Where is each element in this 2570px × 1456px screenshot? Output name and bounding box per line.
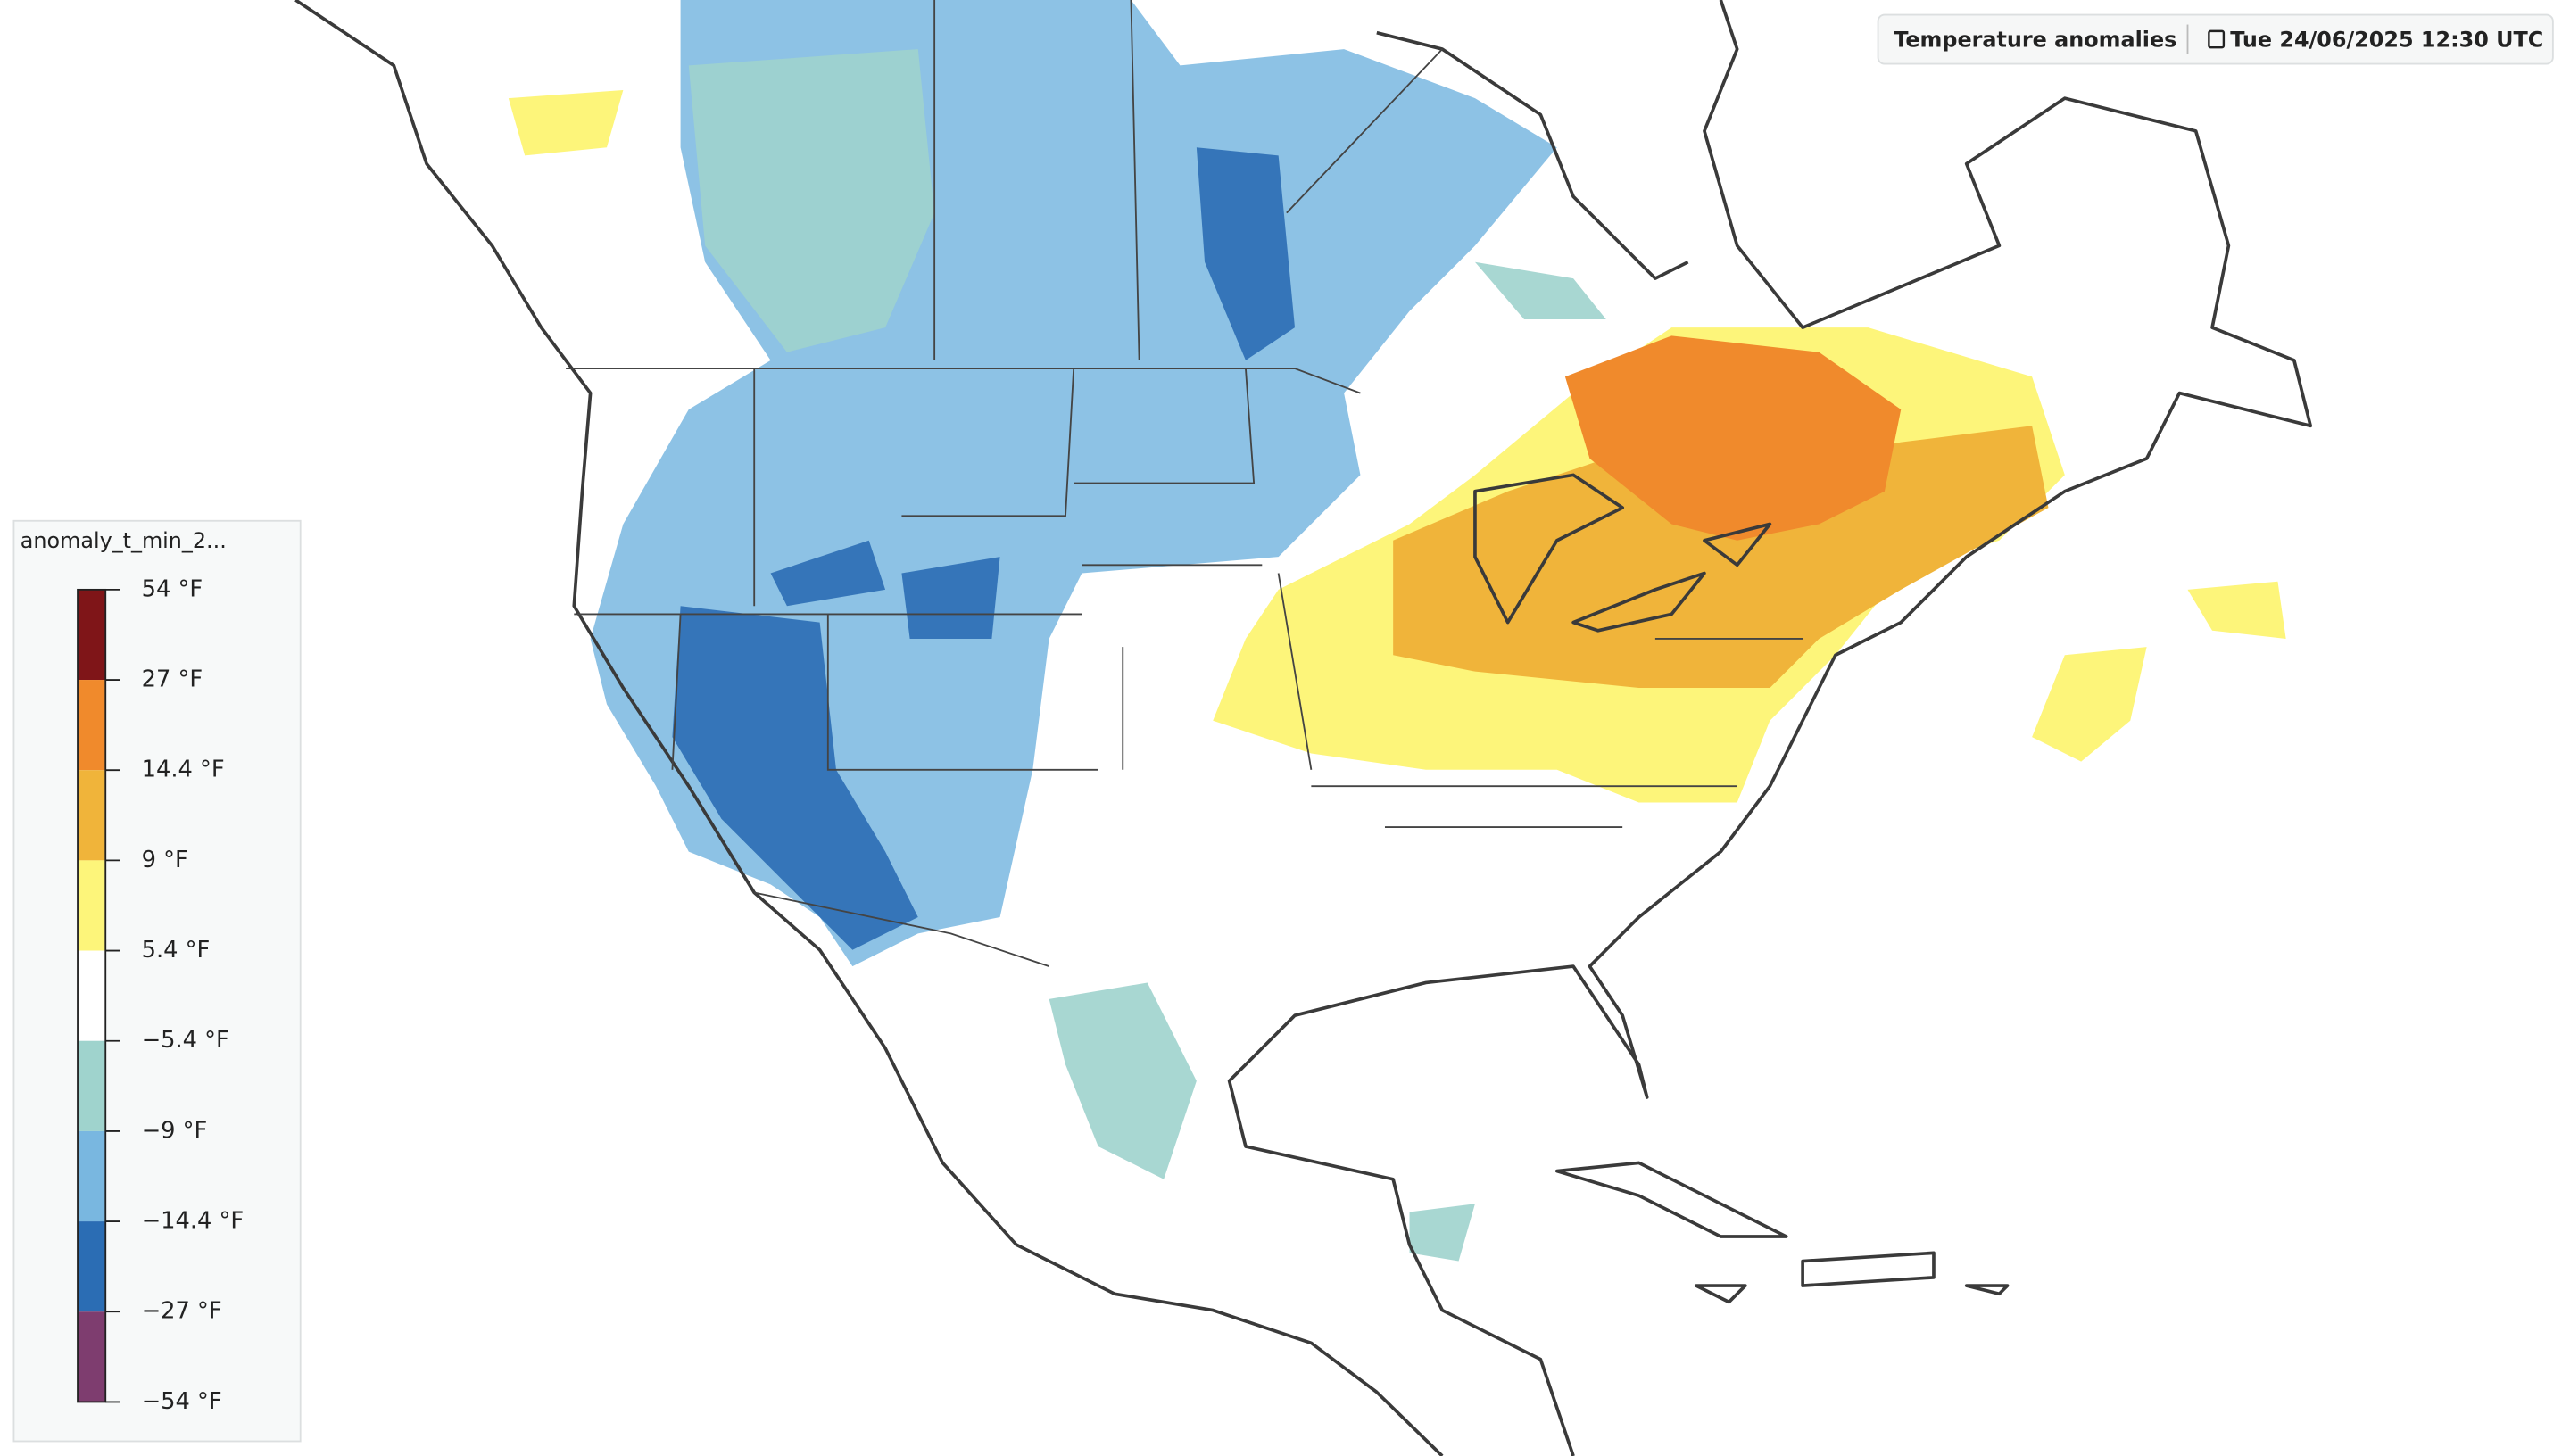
- great-lakes: [1473, 473, 1772, 633]
- caribbean: [1554, 1161, 2010, 1304]
- legend-tick-label: 5.4 °F: [142, 937, 211, 964]
- layer-title[interactable]: Temperature anomalies: [1894, 27, 2176, 52]
- legend-tick-label: 14.4 °F: [142, 757, 225, 783]
- legend-tick-label: 27 °F: [142, 666, 203, 693]
- legend-bar-outline: [77, 588, 107, 1403]
- legend-title: anomaly_t_min_2...: [21, 528, 227, 553]
- calendar-icon[interactable]: [2208, 29, 2226, 49]
- cold-anomaly-light: [688, 49, 1606, 1262]
- legend-swatch: [78, 1130, 106, 1222]
- legend-swatch: [78, 589, 106, 681]
- legend-tick-label: −9 °F: [142, 1117, 208, 1144]
- datetime[interactable]: Tue 24/06/2025 12:30 UTC: [2230, 27, 2543, 52]
- legend: anomaly_t_min_2... 54 °F 27 °F 14.4 °F 9 °F…: [12, 519, 302, 1443]
- legend-swatch: [78, 860, 106, 951]
- header-box: Temperature anomalies Tue 24/06/2025 12:…: [1877, 13, 2554, 65]
- legend-background: [12, 519, 302, 1443]
- admin-borders: [566, 0, 1803, 967]
- legend-tick-label: −54 °F: [142, 1388, 222, 1415]
- legend-swatch: [78, 1311, 106, 1402]
- legend-tick-label: 9 °F: [142, 847, 188, 873]
- legend-swatch: [78, 950, 106, 1041]
- legend-tick-label: 54 °F: [142, 575, 203, 602]
- warm-anomaly-high: [1564, 335, 1902, 541]
- header-background: [1877, 13, 2554, 65]
- legend-swatch: [78, 1221, 106, 1312]
- legend-swatch: [78, 770, 106, 861]
- legend-swatch: [78, 1040, 106, 1131]
- legend-tick-label: −5.4 °F: [142, 1027, 229, 1054]
- legend-tick-label: −14.4 °F: [142, 1208, 245, 1235]
- legend-tick-label: −27 °F: [142, 1298, 222, 1325]
- map: [294, 0, 2313, 1456]
- legend-swatch: [78, 680, 106, 771]
